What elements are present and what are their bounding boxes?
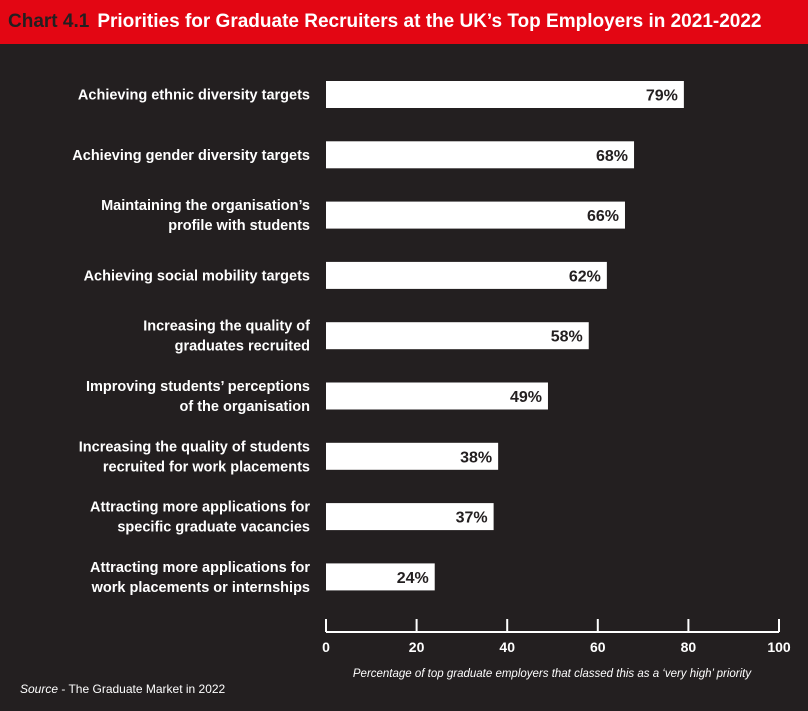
source-note: Source - The Graduate Market in 2022 [20, 682, 225, 696]
bar [326, 81, 684, 108]
category-label: Improving students’ perceptions [86, 379, 310, 395]
bar-value-label: 37% [456, 510, 488, 527]
bar [326, 261, 607, 289]
category-label: graduates recruited [175, 339, 310, 355]
bar [326, 563, 435, 591]
chart-title: Priorities for Graduate Recruiters at th… [97, 11, 762, 32]
bar-value-label: 24% [397, 570, 429, 587]
bar-value-label: 68% [596, 148, 628, 165]
x-tick-label: 40 [499, 639, 515, 655]
x-tick-label: 20 [409, 639, 425, 655]
category-label: work placements or internships [91, 580, 310, 596]
source-text: - The Graduate Market in 2022 [58, 682, 226, 696]
category-label: recruited for work placements [103, 459, 310, 475]
x-tick-label: 100 [767, 639, 791, 655]
chart-number: Chart 4.1 [8, 11, 90, 32]
category-label: Achieving gender diversity targets [72, 148, 310, 164]
bar [326, 322, 589, 350]
bar-value-label: 62% [569, 268, 601, 285]
bar [326, 442, 499, 470]
x-axis-title: Percentage of top graduate employers tha… [353, 668, 752, 680]
category-label: Maintaining the organisation’s [101, 198, 310, 214]
x-tick-label: 80 [681, 639, 697, 655]
x-tick-label: 60 [590, 639, 606, 655]
bar-value-label: 49% [510, 389, 542, 406]
category-label: Increasing the quality of students [79, 439, 310, 455]
bar [326, 382, 548, 410]
bar [326, 503, 494, 531]
bar [326, 141, 635, 169]
bar-value-label: 58% [551, 329, 583, 346]
category-label: Attracting more applications for [90, 500, 310, 516]
source-label: Source [20, 682, 59, 696]
category-label: Increasing the quality of [143, 319, 310, 335]
category-label: Achieving ethnic diversity targets [78, 88, 310, 104]
category-label: profile with students [168, 218, 310, 234]
category-label: of the organisation [180, 399, 311, 415]
x-tick-label: 0 [322, 639, 330, 655]
category-label: Attracting more applications for [90, 560, 310, 576]
bar-value-label: 38% [460, 449, 492, 466]
bar-value-label: 79% [646, 88, 678, 105]
category-label: Achieving social mobility targets [84, 268, 310, 284]
bar-value-label: 66% [587, 208, 619, 225]
bar [326, 201, 625, 229]
category-label: specific graduate vacancies [117, 520, 310, 536]
chart-title-bar: Chart 4.1 Priorities for Graduate Recrui… [0, 0, 808, 44]
